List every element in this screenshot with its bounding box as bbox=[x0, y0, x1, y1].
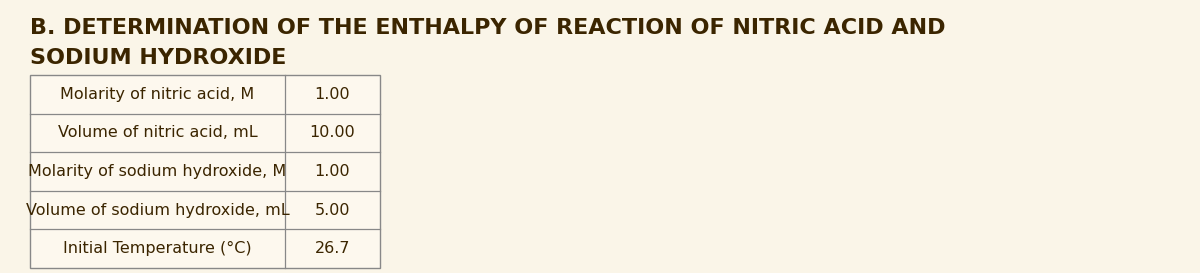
Text: 26.7: 26.7 bbox=[314, 241, 350, 256]
Text: 5.00: 5.00 bbox=[314, 203, 350, 218]
Text: 1.00: 1.00 bbox=[314, 87, 350, 102]
Text: B. DETERMINATION OF THE ENTHALPY OF REACTION OF NITRIC ACID AND: B. DETERMINATION OF THE ENTHALPY OF REAC… bbox=[30, 18, 946, 38]
Text: SODIUM HYDROXIDE: SODIUM HYDROXIDE bbox=[30, 48, 287, 68]
Bar bbox=[30, 75, 380, 268]
Text: Initial Temperature (°C): Initial Temperature (°C) bbox=[64, 241, 252, 256]
Text: 1.00: 1.00 bbox=[314, 164, 350, 179]
Text: Volume of sodium hydroxide, mL: Volume of sodium hydroxide, mL bbox=[25, 203, 289, 218]
Text: 10.00: 10.00 bbox=[310, 125, 355, 140]
Text: Molarity of nitric acid, M: Molarity of nitric acid, M bbox=[60, 87, 254, 102]
Text: Volume of nitric acid, mL: Volume of nitric acid, mL bbox=[58, 125, 257, 140]
Text: Molarity of sodium hydroxide, M: Molarity of sodium hydroxide, M bbox=[29, 164, 287, 179]
